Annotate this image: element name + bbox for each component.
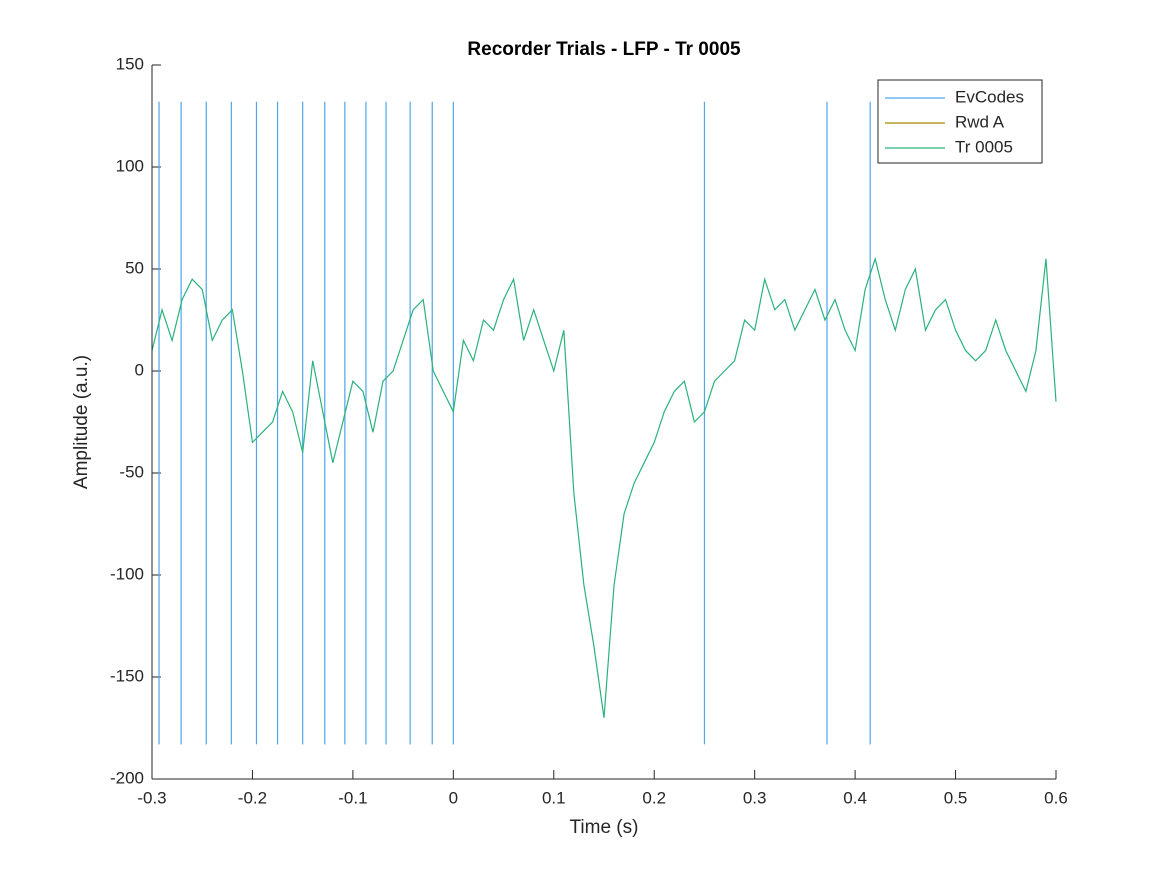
y-tick-label: 0 xyxy=(135,360,144,379)
x-tick-label: -0.3 xyxy=(137,788,166,807)
x-axis-label: Time (s) xyxy=(570,817,639,838)
y-tick-label: -200 xyxy=(110,768,144,787)
x-tick-label: -0.1 xyxy=(338,788,367,807)
x-tick-label: 0.2 xyxy=(642,788,666,807)
x-tick-label: 0.4 xyxy=(843,788,867,807)
y-tick-label: 50 xyxy=(125,258,144,277)
legend-label: Tr 0005 xyxy=(955,137,1013,156)
y-tick-label: -50 xyxy=(119,462,144,481)
x-tick-label: 0 xyxy=(449,788,458,807)
legend-box xyxy=(877,79,1043,164)
x-tick-label: 0.3 xyxy=(743,788,767,807)
legend-label: Rwd A xyxy=(955,112,1005,131)
x-tick-label: -0.2 xyxy=(238,788,267,807)
x-tick-label: 0.6 xyxy=(1044,788,1068,807)
y-tick-label: 100 xyxy=(116,156,144,175)
y-tick-label: -100 xyxy=(110,564,144,583)
trace-line xyxy=(151,256,1057,718)
x-tick-label: 0.1 xyxy=(542,788,566,807)
y-tick-label: 150 xyxy=(116,54,144,73)
y-tick-label: -150 xyxy=(110,666,144,685)
y-axis-label: Amplitude (a.u.) xyxy=(71,355,92,489)
x-tick-label: 0.5 xyxy=(944,788,968,807)
legend-label: EvCodes xyxy=(955,87,1024,106)
chart-title: Recorder Trials - LFP - Tr 0005 xyxy=(467,39,741,60)
